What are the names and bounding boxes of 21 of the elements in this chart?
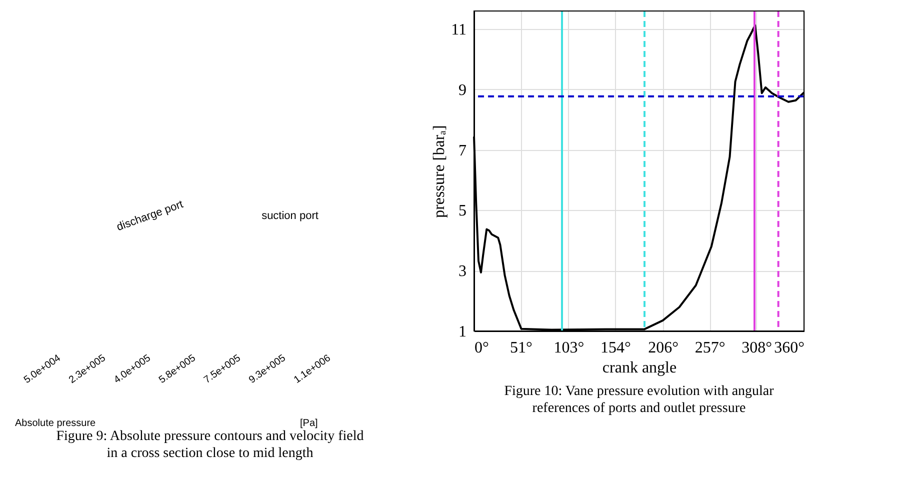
y-tick-label: 3 [458, 263, 466, 280]
y-tick-label: 11 [451, 22, 466, 39]
caption: Figure 9: Absolute pressure contours and velocity field in a cross section close to mid length [56, 429, 364, 461]
x-tick-label: 0° [474, 340, 489, 356]
y-tick-label: 5 [458, 202, 466, 220]
x-tick-label: 360° [774, 340, 804, 356]
text: suction port [262, 210, 318, 222]
y-tick-label: 7 [458, 142, 466, 160]
text: Absolute pressure [15, 418, 96, 429]
x-tick-label: 206° [648, 340, 679, 356]
x-axis-title: crank angle [602, 360, 677, 376]
caption: Figure 10: Vane pressure evolution with angular references of ports and outlet pressure [504, 384, 774, 416]
x-tick-label: 103° [554, 340, 584, 356]
x-tick-label: 257° [694, 340, 726, 356]
y-tick-label: 1 [458, 324, 466, 340]
y-tick-label: 9 [458, 82, 466, 99]
x-tick-label: 154° [600, 340, 631, 356]
y-axis-title: pressure [barₐ] [431, 125, 448, 218]
text: [Pa] [300, 418, 318, 429]
x-tick-label: 51° [510, 340, 532, 356]
x-tick-label: 308° [742, 340, 772, 356]
